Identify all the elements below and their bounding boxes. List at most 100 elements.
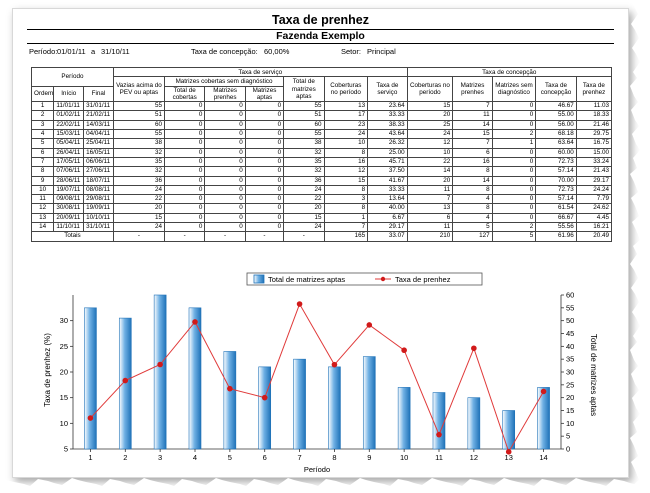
table-cell: 16.21: [575, 222, 613, 233]
col-coberturas-concepcao: Coberturas no período: [406, 76, 454, 103]
totals-cell: -: [204, 231, 246, 242]
table-row: 12 30/08/11 19/09/11 20 0 0 0 20 8 40.00 13 8 0 61.54…: [30, 203, 613, 214]
y2-tick-label: 40: [566, 342, 574, 351]
report-page: Taxa de prenhez Fazenda Exemplo Período:…: [12, 8, 629, 478]
y2-tick-label: 60: [566, 291, 574, 300]
pregnancy-rate-chart: Total de matrizes aptas Taxa de prenhez …: [43, 272, 598, 474]
x-tick-label: 2: [123, 453, 127, 462]
x-tick-label: 10: [400, 453, 408, 462]
y-tick-label: 15: [60, 393, 68, 402]
y2-tick-label: 25: [566, 380, 574, 389]
table-cell: 5: [30, 138, 55, 149]
line-point: [436, 431, 442, 438]
table-row: 11 09/08/11 29/08/11 22 0 0 0 22 3 13.64 7 4 0 57.14 7…: [30, 194, 613, 205]
x-tick-label: 14: [539, 453, 547, 462]
table-cell: 24.24: [575, 184, 613, 196]
y2-tick-label: 55: [566, 303, 574, 312]
pregnancy-rate-table: Período Taxa de serviço Taxa de concepçã…: [30, 66, 613, 242]
x-tick-label: 7: [297, 453, 301, 462]
table-row: 13 20/09/11 10/10/11 15 0 0 0 15 1 6.67 6 4 0 66.67 4.…: [30, 212, 613, 224]
line-point: [157, 361, 163, 368]
y-tick-label: 20: [60, 368, 68, 377]
y2-tick-label: 15: [566, 406, 574, 415]
y2-tick-label: 0: [566, 445, 570, 454]
legend-line-marker: [380, 276, 386, 282]
y2-tick-label: 10: [566, 419, 574, 428]
table-cell: 29.17: [575, 175, 613, 186]
y2-tick-label: 50: [566, 316, 574, 325]
period-label: Período:: [29, 47, 58, 56]
line-point: [261, 394, 268, 401]
legend-line-label: Taxa de prenhez: [395, 275, 451, 284]
totals-cell: -: [283, 231, 325, 242]
table-cell: 1: [30, 101, 55, 112]
series-line-taxa-prenhez: [90, 302, 545, 454]
table-group-header-row: Período Taxa de serviço Taxa de concepçã…: [31, 66, 613, 87]
y2-axis-label: Total de matrizes aptas: [589, 334, 598, 416]
col-taxa-concepcao: Taxa de concepção: [535, 76, 577, 103]
x-tick-label: 5: [228, 453, 232, 462]
y-tick-label: 5: [64, 445, 68, 454]
table-row: 6 26/04/11 16/05/11 32 0 0 0 32 8 25.00 10 6 0 60.00 1…: [30, 147, 613, 158]
x-tick-label: 6: [263, 453, 267, 462]
col-matrizes-prenhes-concepcao: Matrizes prenhes: [452, 76, 493, 103]
table-cell: 16.75: [575, 138, 613, 149]
table-cell: 11.03: [575, 101, 613, 112]
period-separator: a: [91, 47, 96, 56]
table-cell: 21.46: [575, 119, 613, 131]
period-start: 01/01/11: [57, 47, 86, 56]
line-point: [331, 361, 338, 368]
table-cell: 18.33: [575, 110, 613, 121]
table-totals-row: Totais - - - - -165 33.07 210 127 5 61.96 20.49: [31, 231, 613, 242]
col-matrizes-sem-diagnostico: Matrizes sem diagnóstico: [491, 76, 537, 103]
sector-value: Principal: [367, 47, 396, 56]
line-point: [540, 388, 547, 395]
legend-bar-swatch: [253, 274, 265, 284]
table-cell: 21.43: [575, 166, 613, 177]
x-tick-label: 12: [470, 453, 478, 462]
torn-right-edge: [630, 0, 650, 493]
header-periodo: Período: [31, 67, 114, 87]
table-cell: 12: [30, 203, 55, 214]
totals-cell: 127: [452, 231, 493, 242]
period-end: 31/10/11: [101, 47, 130, 56]
table-cell: 4: [30, 129, 55, 140]
table-cell: 10: [30, 184, 55, 196]
table-cell: 33.24: [575, 156, 613, 168]
report-title: Taxa de prenhez: [271, 13, 370, 27]
table-row: 1 11/01/11 31/01/11 55 0 0 0 55 13 23.64 15 7 0 46.67…: [30, 101, 613, 112]
x-tick-label: 8: [332, 453, 336, 462]
y-tick-label: 10: [60, 419, 68, 428]
table-row: 8 07/06/11 27/06/11 32 0 0 0 32 12 37.50 14 8 0 57.14…: [30, 166, 613, 177]
x-tick-label: 9: [367, 453, 371, 462]
conception-value: 60,00%: [264, 47, 290, 56]
table-cell: 6: [30, 147, 55, 158]
line-point: [505, 449, 512, 455]
x-tick-label: 4: [193, 453, 197, 462]
col-coberturas-servico: Coberturas no período: [323, 76, 369, 103]
y-axis-label: Taxa de prenhez (%): [43, 333, 52, 407]
table-cell: 13: [30, 212, 55, 224]
x-tick-label: 1: [88, 453, 92, 462]
line-point: [366, 322, 373, 328]
sector-label: Setor:: [341, 47, 362, 56]
table-cell: 11: [30, 194, 55, 205]
table-cell: 7: [30, 156, 55, 168]
totals-cell: 33.07: [367, 231, 408, 242]
line-point: [122, 377, 129, 384]
table-cell: 14: [30, 222, 55, 233]
table-row: 14 11/10/11 31/10/11 24 0 0 0 24 7 29.17 11 5 2 55.56…: [30, 222, 613, 233]
line-point: [192, 319, 198, 325]
conception-label: Taxa de concepção:: [191, 47, 258, 56]
torn-bottom-edge: [0, 478, 650, 493]
table-cell: 2: [30, 110, 55, 121]
table-cell: 8: [30, 166, 55, 177]
y2-tick-label: 35: [566, 355, 574, 364]
line-point: [296, 301, 303, 307]
totals-cell: 20.49: [575, 231, 613, 242]
table-body: 1 11/01/11 31/01/11 55 0 0 0 55 13 23.64 15 7 0 46.67…: [30, 101, 613, 242]
totals-cell: 61.96: [535, 231, 577, 242]
line-point: [227, 385, 233, 392]
